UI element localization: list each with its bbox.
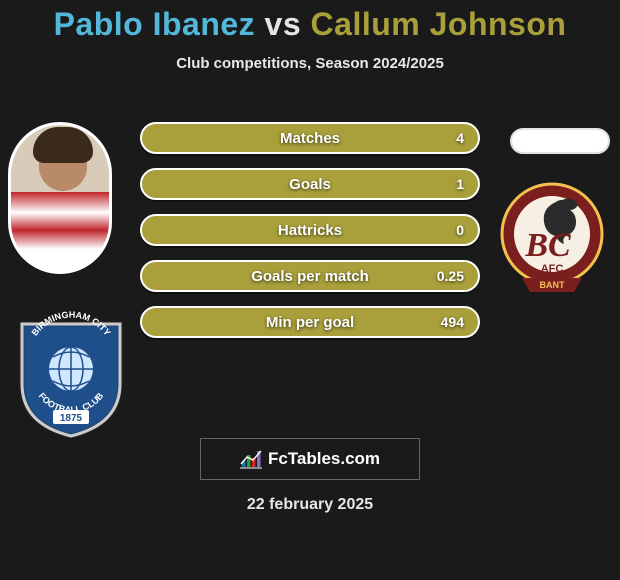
- stat-label: Hattricks: [142, 216, 478, 244]
- stat-label: Matches: [142, 124, 478, 152]
- stat-bar: Matches4: [140, 122, 480, 154]
- svg-text:BC: BC: [524, 227, 571, 264]
- player1-name: Pablo Ibanez: [54, 6, 256, 42]
- stat-bars: Matches4Goals1Hattricks0Goals per match0…: [140, 122, 480, 352]
- stat-label: Min per goal: [142, 308, 478, 336]
- stat-bar: Hattricks0: [140, 214, 480, 246]
- player2-name: Callum Johnson: [311, 6, 567, 42]
- stat-bar: Goals1: [140, 168, 480, 200]
- player2-club-crest: BC AFC BANT: [500, 180, 604, 298]
- svg-text:AFC: AFC: [541, 263, 564, 275]
- stat-label: Goals per match: [142, 262, 478, 290]
- stat-value: 4: [456, 124, 464, 152]
- comparison-title: Pablo Ibanez vs Callum Johnson: [0, 0, 620, 43]
- stat-value: 0.25: [437, 262, 464, 290]
- vs-separator: vs: [265, 6, 302, 42]
- stat-value: 0: [456, 216, 464, 244]
- svg-text:1875: 1875: [60, 413, 83, 424]
- branding-text: FcTables.com: [268, 449, 380, 469]
- stat-bar: Min per goal494: [140, 306, 480, 338]
- player2-photo-placeholder: [510, 128, 610, 154]
- player1-club-crest: BIRMINGHAM CITY FOOTBALL CLUB 1875: [18, 310, 124, 438]
- stat-label: Goals: [142, 170, 478, 198]
- svg-text:BANT: BANT: [540, 280, 565, 290]
- snapshot-date: 22 february 2025: [0, 496, 620, 514]
- stat-value: 1: [456, 170, 464, 198]
- stat-value: 494: [441, 308, 464, 336]
- stat-bar: Goals per match0.25: [140, 260, 480, 292]
- chart-icon: [240, 449, 262, 469]
- season-subtitle: Club competitions, Season 2024/2025: [0, 55, 620, 72]
- fctables-branding: FcTables.com: [200, 438, 420, 480]
- player1-photo: [8, 122, 112, 274]
